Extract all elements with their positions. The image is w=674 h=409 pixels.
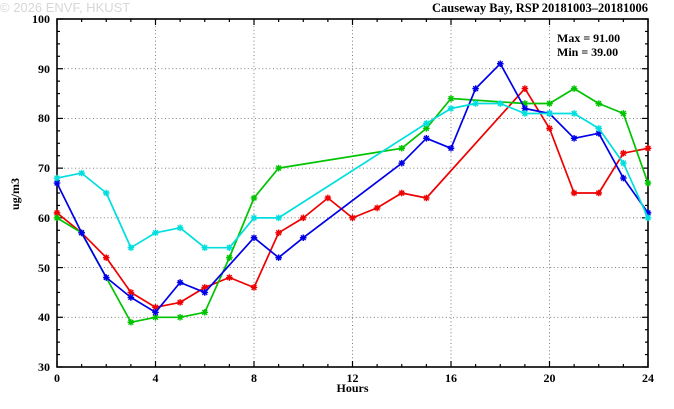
x-axis-label: Hours	[336, 381, 369, 395]
y-tick-label: 40	[38, 310, 50, 325]
series-green-markers	[53, 85, 652, 326]
max-min-annotation: Max = 91.00 Min = 39.00	[557, 31, 620, 59]
plot-border	[56, 18, 649, 368]
series-green-line	[56, 87, 649, 324]
series-red-markers	[53, 85, 652, 311]
series-blue	[53, 60, 652, 316]
x-tick-label: 16	[445, 371, 457, 385]
min-annotation: Min = 39.00	[557, 45, 619, 59]
x-tick-label: 0	[54, 371, 60, 385]
series-red-line	[56, 87, 649, 309]
y-tick-label: 100	[32, 12, 50, 26]
y-tick-label: 90	[38, 61, 50, 76]
y-tick-label: 50	[38, 260, 50, 275]
y-tick-label: 60	[38, 210, 50, 225]
y-tick-label: 80	[38, 111, 50, 126]
series-green	[53, 85, 652, 326]
x-tick-label: 12	[346, 371, 359, 385]
max-annotation: Max = 91.00	[557, 31, 621, 45]
gridlines	[57, 19, 648, 367]
chart-title: Causeway Bay, RSP 20181003–20181006	[432, 1, 648, 15]
series-cyan	[53, 100, 652, 251]
x-tick-label: 4	[152, 371, 159, 385]
watermark: © 2026 ENVF, HKUST	[0, 0, 131, 15]
y-tick-label: 30	[38, 360, 50, 374]
x-tick-label: 24	[642, 371, 654, 385]
series-red	[53, 85, 652, 311]
series-cyan-line	[56, 102, 649, 249]
x-tick-label: 20	[543, 371, 556, 385]
x-tick-label: 8	[251, 371, 257, 385]
series-cyan-markers	[53, 100, 652, 251]
y-tick-label: 70	[38, 161, 50, 176]
